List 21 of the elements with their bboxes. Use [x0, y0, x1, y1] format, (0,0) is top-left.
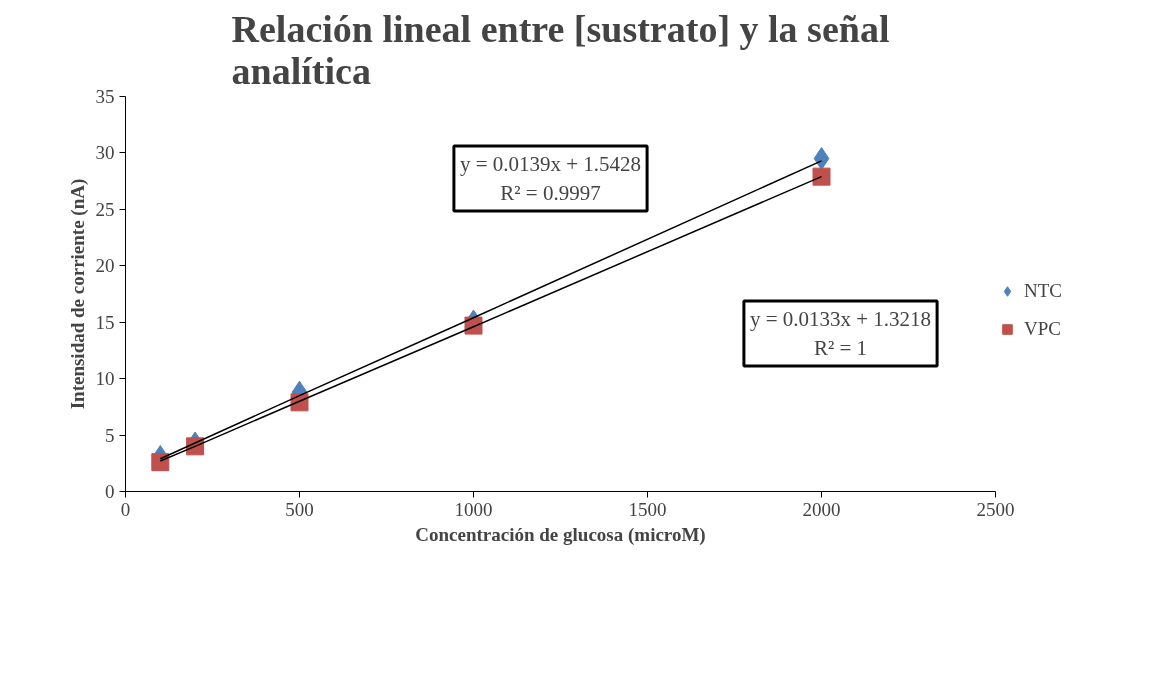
x-tick-label: 1000	[454, 498, 493, 520]
y-axis-title: Intensidad de corriente (nA)	[66, 178, 89, 410]
legend-label: VPC	[1024, 318, 1061, 340]
y-tick-label: 25	[95, 198, 115, 220]
chart-title: Relación lineal entre [sustrato] y la señal analítica	[231, 7, 890, 92]
y-tick-label: 20	[95, 255, 115, 277]
y-tick-label: 35	[95, 86, 115, 107]
legend-label: NTC	[1024, 280, 1062, 302]
y-tick-label: 15	[95, 311, 115, 333]
x-tick-label: 2000	[802, 498, 841, 520]
x-tick-label: 1500	[628, 498, 667, 520]
x-tick-label: 2500	[976, 498, 1015, 520]
annotation: y = 0.0133x + 1.3218 R² = 1	[749, 307, 932, 360]
annotation: y = 0.0139x + 1.5428 R² = 0.9997	[459, 152, 642, 205]
y-tick-label: 5	[105, 424, 115, 446]
y-tick-label: 0	[105, 481, 115, 502]
x-axis-title: Concentración de glucosa (microM)	[415, 523, 706, 546]
y-tick-label: 10	[95, 368, 115, 390]
x-tick-label: 0	[120, 498, 131, 520]
y-tick-label: 30	[95, 142, 115, 164]
x-tick-label: 500	[285, 498, 314, 520]
